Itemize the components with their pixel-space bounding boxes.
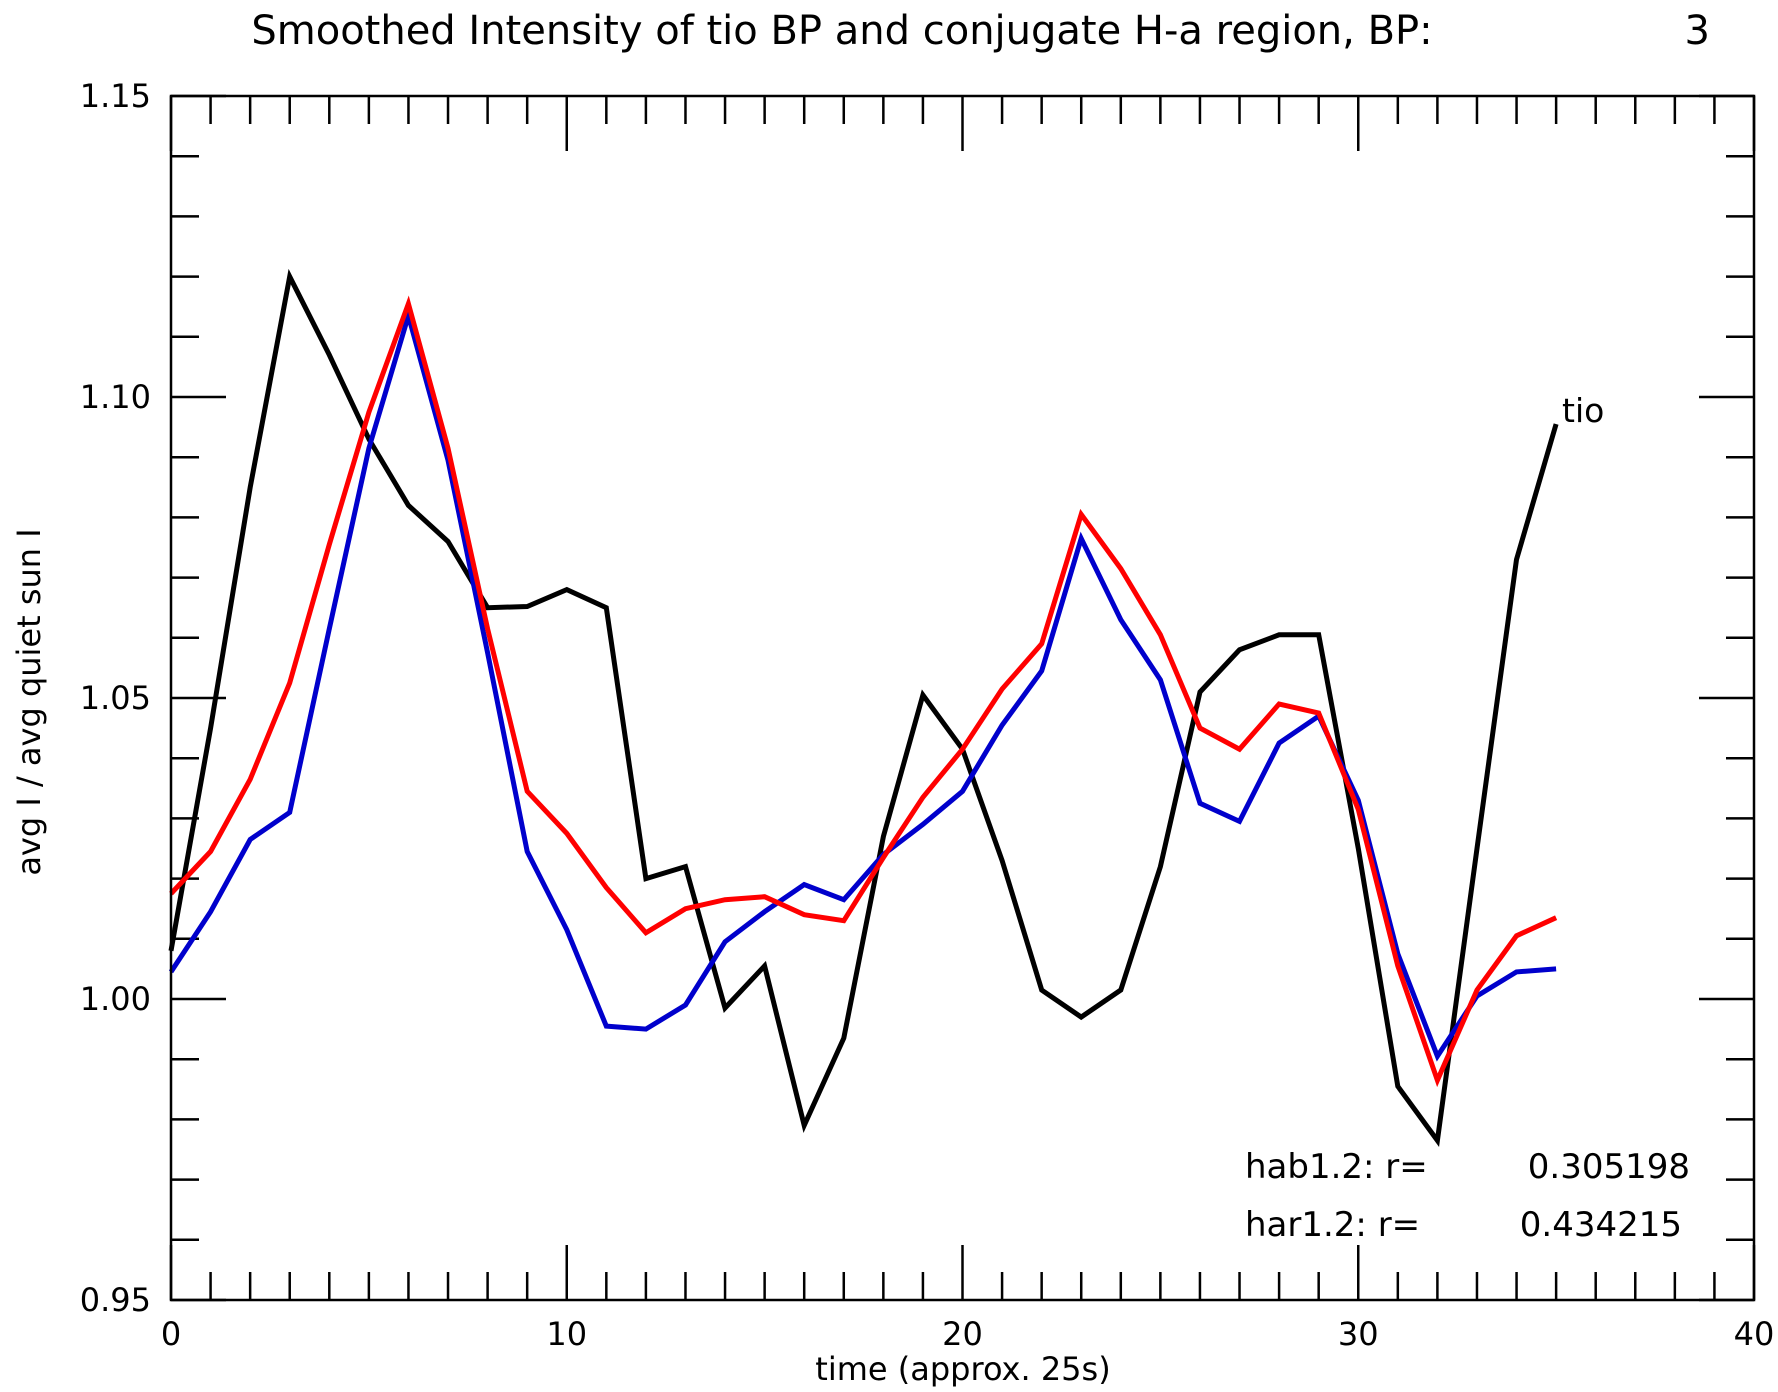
x-axis-label: time (approx. 25s)	[815, 1350, 1110, 1388]
annotation-har-label: har1.2: r=	[1245, 1205, 1420, 1245]
chart-title-bp-number: 3	[1685, 8, 1710, 54]
x-tick-label: 0	[161, 1315, 181, 1353]
x-tick-label: 10	[546, 1315, 587, 1353]
x-tick-label: 20	[942, 1315, 983, 1353]
y-axis-label: avg I / avg quiet sun I	[10, 528, 48, 875]
series-layer	[168, 268, 1559, 1147]
y-tick-label: 1.05	[80, 679, 151, 717]
x-tick-label: 40	[1734, 1315, 1775, 1353]
axis-tick-labels: 0 10 20 30 40 0.95 1.00 1.05 1.10 1.15	[80, 77, 1775, 1353]
y-tick-label: 1.15	[80, 77, 151, 115]
x-tick-label: 30	[1338, 1315, 1379, 1353]
plot-frame	[169, 94, 1756, 1302]
series-line-red	[169, 295, 1558, 1088]
annotation-hab-value: 0.305198	[1528, 1147, 1690, 1187]
chart-title: Smoothed Intensity of tio BP and conjuga…	[251, 8, 1432, 54]
series-line-tio	[168, 268, 1559, 1147]
axis-ticks	[169, 94, 1756, 1302]
series-label-tio: tio	[1562, 391, 1604, 430]
y-tick-label: 0.95	[80, 1281, 151, 1319]
annotation-har-value: 0.434215	[1520, 1205, 1682, 1245]
y-tick-label: 1.00	[80, 980, 151, 1018]
annotation-hab-label: hab1.2: r=	[1245, 1147, 1428, 1187]
y-tick-label: 1.10	[80, 378, 151, 416]
